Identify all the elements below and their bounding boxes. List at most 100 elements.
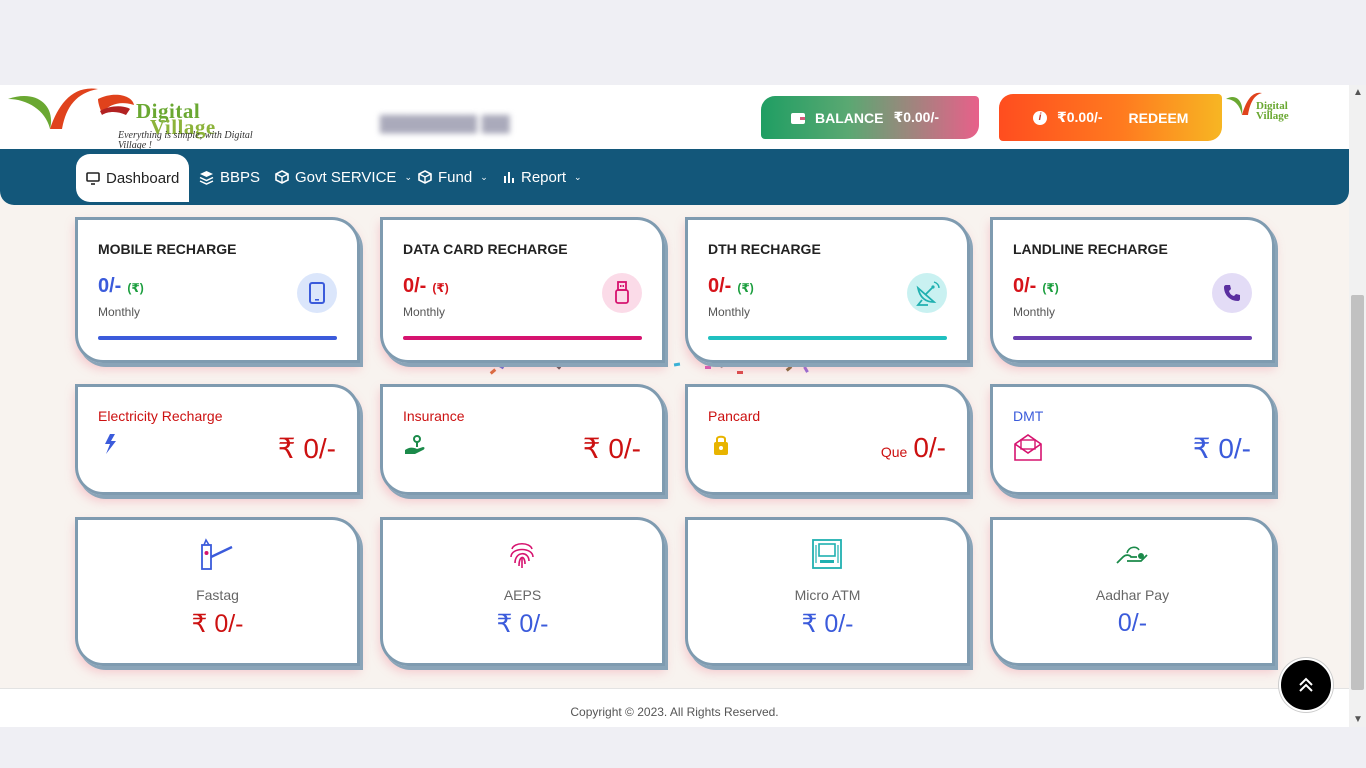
progress-bar <box>403 336 642 340</box>
currency-label: (₹) <box>432 281 449 295</box>
nav-bbps[interactable]: BBPS <box>199 149 260 205</box>
copyright-text: Copyright © 2023. All Rights Reserved. <box>570 705 779 719</box>
card-amount: 0/- (₹) <box>98 275 144 298</box>
card-title: DATA CARD RECHARGE <box>403 241 568 257</box>
card-title: Pancard <box>708 408 761 424</box>
period-label: Monthly <box>98 305 141 319</box>
logo-line-1: Digital <box>136 99 201 123</box>
logo-text: Digital Village <box>136 101 216 139</box>
redeem-button[interactable]: i ₹0.00/- REDEEM <box>999 94 1222 141</box>
amount-value: 0/- <box>708 275 732 297</box>
page: Digital Village Everything is simple, wi… <box>0 85 1349 727</box>
pancard-card[interactable]: Pancard Que 0/- <box>685 384 970 495</box>
satellite-dish-icon <box>907 273 947 313</box>
aeps-card[interactable]: AEPS ₹ 0/- <box>380 517 665 666</box>
main-navbar: Dashboard BBPS Govt SERVICE ⌄ Fund <box>0 149 1349 205</box>
balance-button[interactable]: BALANCE ₹0.00/- <box>761 96 979 139</box>
hand-pay-icon <box>1116 546 1148 564</box>
electricity-recharge-card[interactable]: Electricity Recharge ₹ 0/- <box>75 384 360 495</box>
card-amount: ₹ 0/- <box>191 610 244 638</box>
logo-small-line-2: Village <box>1256 110 1289 122</box>
scroll-up-arrow-icon[interactable]: ▲ <box>1353 87 1363 98</box>
logo-tagline: Everything is simple, with Digital Villa… <box>118 130 253 151</box>
card-amount: ₹ 0/- <box>582 433 641 464</box>
scrollbar-thumb[interactable] <box>1351 295 1364 690</box>
logo[interactable]: Digital Village Everything is simple, wi… <box>6 85 276 151</box>
envelope-icon <box>1014 434 1042 461</box>
micro-atm-card[interactable]: Micro ATM ₹ 0/- <box>685 517 970 666</box>
mobile-recharge-card[interactable]: MOBILE RECHARGE 0/- (₹) Monthly <box>75 217 360 363</box>
atm-icon <box>812 539 842 569</box>
confetti <box>673 362 681 367</box>
balance-label: BALANCE <box>815 109 884 126</box>
data-card-recharge-card[interactable]: DATA CARD RECHARGE 0/- (₹) Monthly <box>380 217 665 363</box>
logo-small: Digital Village <box>1226 89 1336 135</box>
dth-recharge-card[interactable]: DTH RECHARGE 0/- (₹) Monthly <box>685 217 970 363</box>
usb-stick-icon <box>602 273 642 313</box>
nav-govt-service-label: Govt SERVICE <box>295 168 397 186</box>
progress-bar <box>1013 336 1252 340</box>
nav-fund[interactable]: Fund ⌄ <box>418 149 488 205</box>
currency-label: (₹) <box>127 281 144 295</box>
smartphone-icon <box>297 273 337 313</box>
scroll-down-arrow-icon[interactable]: ▼ <box>1353 714 1363 725</box>
nav-dashboard[interactable]: Dashboard <box>76 154 190 202</box>
nav-report-label: Report <box>521 168 567 186</box>
currency-label: (₹) <box>1042 281 1059 295</box>
card-title: DMT <box>1013 408 1044 424</box>
confetti <box>497 363 505 370</box>
card-amount: 0/- (₹) <box>1013 275 1059 298</box>
confetti <box>554 363 562 370</box>
progress-bar <box>98 336 337 340</box>
scroll-to-top-button[interactable] <box>1279 658 1333 712</box>
vertical-scrollbar[interactable]: ▲ ▼ <box>1349 85 1366 727</box>
card-label: Aadhar Pay <box>1095 587 1170 603</box>
nav-bbps-label: BBPS <box>220 168 261 186</box>
fingerprint-icon <box>510 542 534 568</box>
confetti <box>803 366 809 373</box>
lock-icon <box>714 435 728 455</box>
logo-small-swoosh-icon <box>1226 92 1262 115</box>
fastag-card[interactable]: Fastag ₹ 0/- <box>75 517 360 666</box>
que-label: Que <box>880 444 908 460</box>
card-amount: ₹ 0/- <box>496 610 549 638</box>
period-label: Monthly <box>708 305 751 319</box>
card-title: Insurance <box>403 408 465 424</box>
bar-chart-icon <box>504 172 514 183</box>
logo-line-2: Village <box>150 115 216 139</box>
lightning-icon <box>105 434 116 454</box>
card-title: LANDLINE RECHARGE <box>1013 241 1168 257</box>
nav-report[interactable]: Report ⌄ <box>503 149 582 205</box>
logo-swoosh-icon <box>8 88 134 129</box>
confetti <box>705 366 711 369</box>
nav-fund-label: Fund <box>438 168 473 186</box>
nav-dashboard-label: Dashboard <box>106 169 180 187</box>
card-label: AEPS <box>503 587 542 603</box>
landline-recharge-card[interactable]: LANDLINE RECHARGE 0/- (₹) Monthly <box>990 217 1275 363</box>
currency-label: (₹) <box>737 281 754 295</box>
logo-small-line-1: Digital <box>1256 100 1288 112</box>
double-chevron-up-icon <box>1299 677 1313 692</box>
layers-icon <box>199 170 214 185</box>
amount-value: 0/- <box>403 275 427 297</box>
nav-govt-service[interactable]: Govt SERVICE ⌄ <box>275 149 412 205</box>
card-title: MOBILE RECHARGE <box>98 241 237 257</box>
cube-icon <box>275 170 289 184</box>
blurred-user-info: ▇▇▇▇▇▇▇ ▇▇ <box>380 113 510 133</box>
card-amount: ₹ 0/- <box>277 433 336 464</box>
balance-value: ₹0.00/- <box>893 109 939 125</box>
aadhar-pay-card[interactable]: Aadhar Pay 0/- <box>990 517 1275 666</box>
footer: Copyright © 2023. All Rights Reserved. <box>0 688 1349 727</box>
card-label: Fastag <box>196 587 239 603</box>
dmt-card[interactable]: DMT ₹ 0/- <box>990 384 1275 495</box>
redeem-label: REDEEM <box>1128 109 1189 126</box>
phone-icon <box>1212 273 1252 313</box>
points-coin-icon: i <box>1033 110 1047 125</box>
card-title: DTH RECHARGE <box>708 241 821 257</box>
logo-small-text: Digital Village <box>1256 100 1289 122</box>
points-value: ₹0.00/- <box>1057 109 1103 125</box>
chevron-down-icon: ⌄ <box>404 171 412 182</box>
amount-value: 0/- <box>1013 275 1037 297</box>
insurance-card[interactable]: Insurance ₹ 0/- <box>380 384 665 495</box>
wallet-icon <box>791 112 805 124</box>
